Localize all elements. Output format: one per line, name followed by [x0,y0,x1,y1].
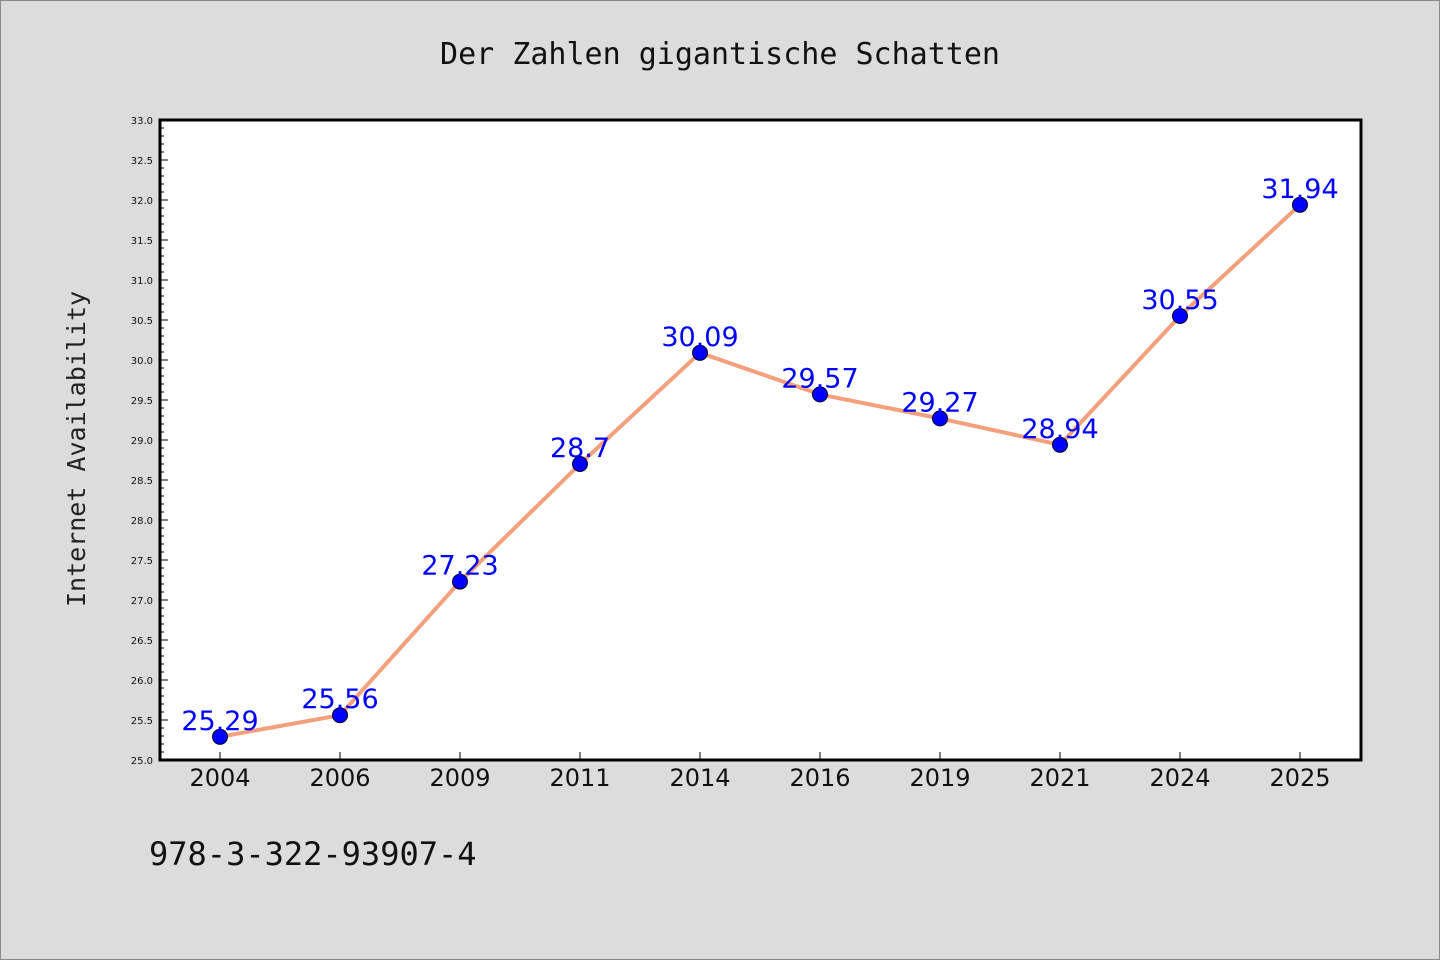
data-point [1292,196,1308,213]
data-label: 30.09 [661,322,738,353]
data-label: 25.56 [301,684,378,715]
x-tick-label: 2021 [1029,764,1090,792]
footer-code: 978-3-322-93907-4 [149,835,477,873]
y-axis: 25.0 25.5 26.0 26.5 27.0 27.5 28.0 28.5 29.0 29.5… [131,116,168,767]
y-tick-label: 30.5 [131,316,153,327]
y-axis-label: Internet Availability [62,291,91,607]
chart-title: Der Zahlen gigantische Schatten [440,37,1000,72]
x-tick-label: 2009 [429,764,490,792]
y-tick-label: 25.0 [131,756,153,767]
y-tick-label: 25.5 [131,716,153,727]
y-tick-label: 27.5 [131,556,153,567]
x-tick-label: 2004 [189,764,250,792]
data-label: 28.94 [1021,414,1098,445]
y-tick-label: 31.5 [131,236,153,247]
data-point [1172,308,1188,324]
y-tick-label: 32.0 [131,196,153,207]
x-tick-label: 2024 [1149,764,1210,792]
y-tick-label: 26.0 [131,676,153,687]
plot-area [160,120,1361,760]
y-tick-label: 28.5 [131,476,153,487]
data-labels: 25.29 25.56 27.23 28.7 30.09 29.57 29.27 28.94 3… [181,174,1338,737]
series-line [218,202,1302,739]
y-tick-label: 27.0 [131,596,153,607]
y-tick-label: 32.5 [131,156,153,167]
data-point [932,410,948,427]
data-point [572,456,588,472]
x-tick-label: 2011 [549,764,610,792]
data-label: 29.27 [901,387,978,418]
x-tick-label: 2019 [909,764,970,792]
y-tick-label: 31.0 [131,276,153,287]
data-point [1052,436,1068,453]
y-tick-label: 30.0 [131,356,153,367]
y-tick-label: 33.0 [131,116,153,127]
data-label: 28.7 [550,433,610,464]
data-point [332,707,348,724]
data-markers [212,196,1308,745]
data-point [452,573,468,590]
y-tick-label: 29.0 [131,436,153,447]
x-axis: 2004 2006 2009 2011 2014 2016 2019 2021 2024 2025 [189,752,1331,792]
data-label: 25.29 [181,706,258,737]
data-point [812,386,828,403]
data-label: 30.55 [1141,285,1218,316]
data-label: 29.57 [781,363,858,394]
data-label: 31.94 [1261,174,1338,205]
plot-frame [158,118,1363,762]
y-tick-label: 28.0 [131,516,153,527]
data-point [692,344,708,361]
x-tick-label: 2025 [1269,764,1330,792]
y-tick-label: 26.5 [131,636,153,647]
x-tick-label: 2006 [309,764,370,792]
data-point [212,728,228,745]
x-tick-label: 2014 [669,764,730,792]
data-label: 27.23 [421,551,498,582]
y-tick-label: 29.5 [131,396,153,407]
x-tick-label: 2016 [789,764,850,792]
